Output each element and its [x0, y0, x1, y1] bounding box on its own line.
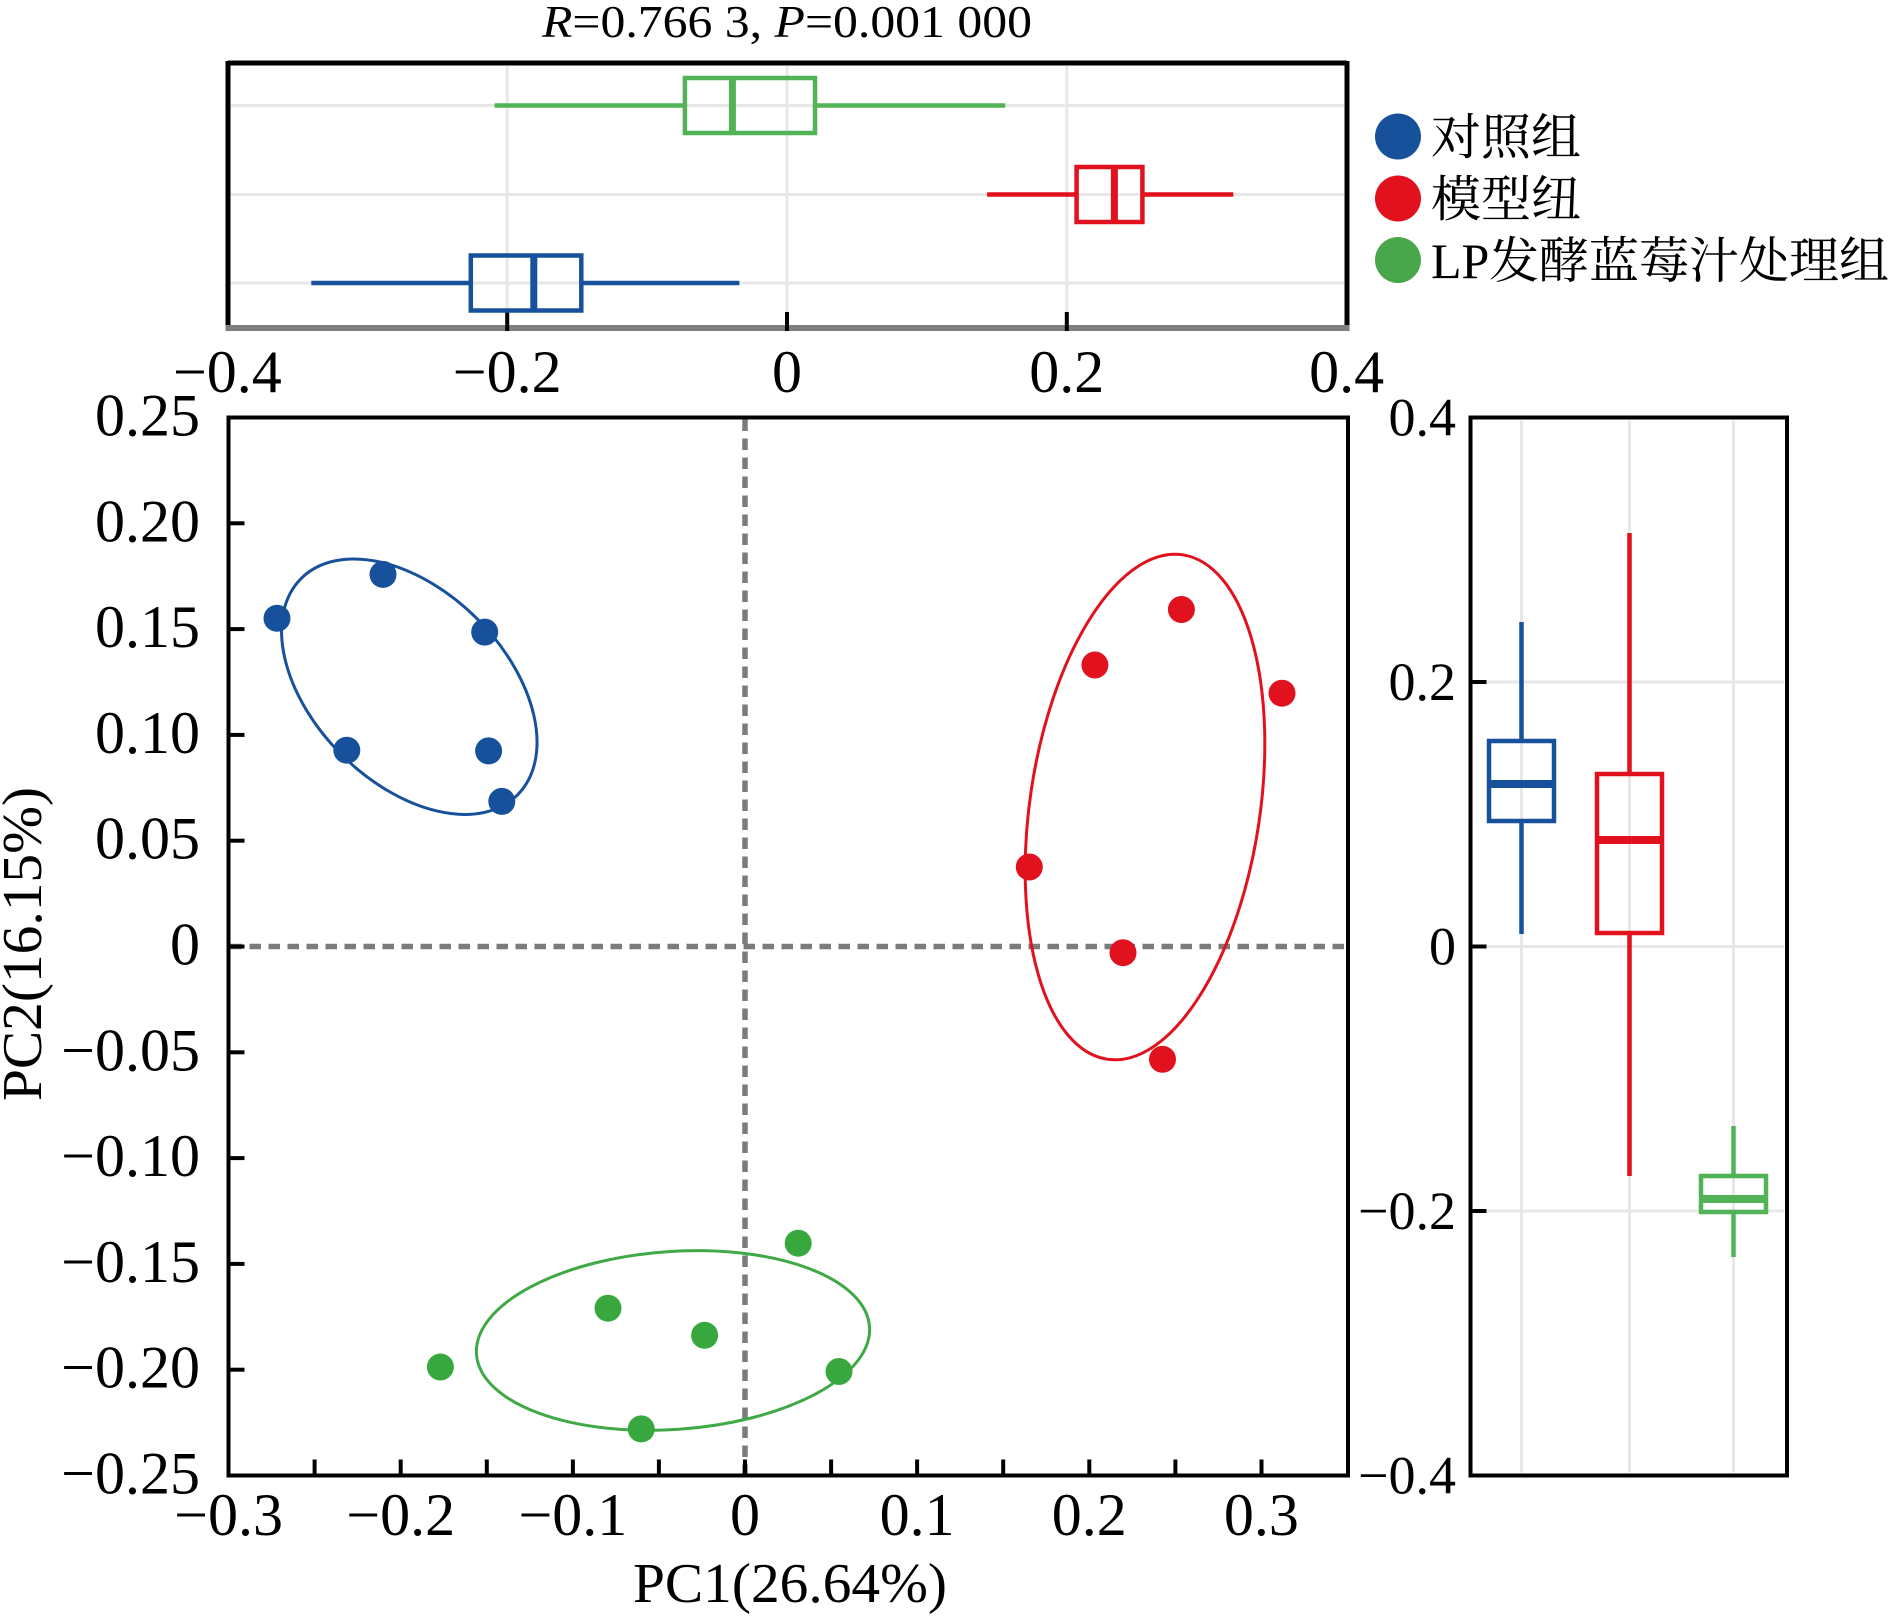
svg-text:−0.4: −0.4 — [1358, 1446, 1456, 1506]
svg-text:−0.15: −0.15 — [61, 1229, 200, 1295]
svg-text:−0.05: −0.05 — [61, 1017, 200, 1083]
svg-text:0: 0 — [170, 912, 200, 978]
svg-text:−0.25: −0.25 — [61, 1441, 200, 1507]
svg-text:0.20: 0.20 — [95, 488, 200, 554]
svg-text:LP: LP — [1431, 233, 1489, 289]
svg-text:0.2: 0.2 — [1029, 339, 1104, 405]
svg-text:−0.4: −0.4 — [173, 339, 282, 405]
svg-text:−0.2: −0.2 — [453, 339, 562, 405]
svg-text:−0.3: −0.3 — [174, 1482, 283, 1548]
svg-text:R=0.766 3, P=0.001 000: R=0.766 3, P=0.001 000 — [541, 0, 1032, 47]
svg-text:0.10: 0.10 — [95, 700, 200, 766]
svg-text:−0.2: −0.2 — [1358, 1181, 1456, 1241]
svg-text:0.2: 0.2 — [1389, 652, 1457, 712]
svg-text:0.25: 0.25 — [95, 383, 200, 449]
svg-text:−0.20: −0.20 — [61, 1335, 200, 1401]
svg-text:0.2: 0.2 — [1052, 1482, 1127, 1548]
svg-text:0: 0 — [730, 1482, 760, 1548]
svg-text:0.15: 0.15 — [95, 594, 200, 660]
svg-text:−0.2: −0.2 — [346, 1482, 455, 1548]
svg-text:0: 0 — [1429, 917, 1456, 977]
svg-text:PC2(16.15%): PC2(16.15%) — [0, 787, 54, 1101]
svg-text:0: 0 — [772, 339, 802, 405]
svg-text:0.4: 0.4 — [1389, 388, 1457, 448]
svg-text:PC1(26.64%): PC1(26.64%) — [633, 1553, 947, 1615]
svg-text:0.4: 0.4 — [1309, 339, 1384, 405]
svg-text:0.3: 0.3 — [1224, 1482, 1299, 1548]
svg-text:−0.10: −0.10 — [61, 1123, 200, 1189]
svg-text:0.05: 0.05 — [95, 806, 200, 872]
svg-text:0.1: 0.1 — [880, 1482, 955, 1548]
svg-text:−0.1: −0.1 — [518, 1482, 627, 1548]
